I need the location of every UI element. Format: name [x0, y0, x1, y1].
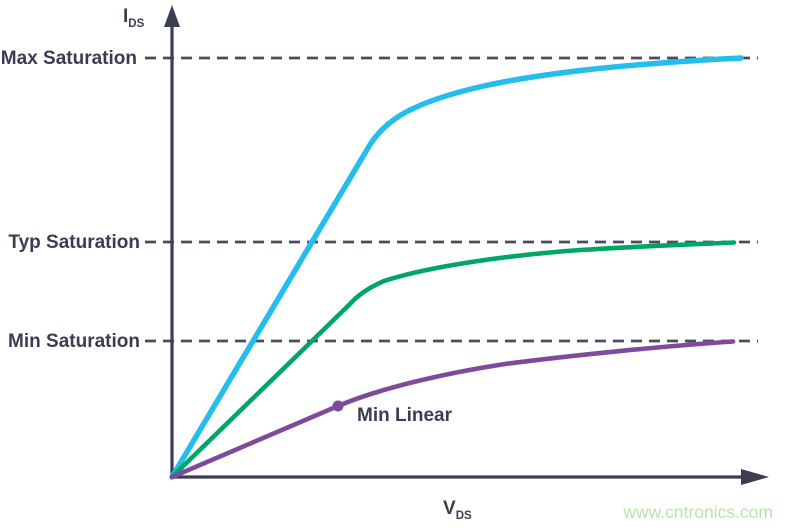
min-linear-point [332, 400, 344, 412]
y-axis-arrowhead [164, 5, 180, 27]
min-saturation-label: Min Saturation [8, 331, 140, 352]
max-saturation-label: Max Saturation [1, 48, 137, 69]
max-saturation-curve [169, 55, 744, 480]
x-axis-arrowhead [741, 469, 769, 485]
y-axis-label-subscript: DS [128, 18, 144, 30]
typ-saturation-label: Typ Saturation [8, 232, 140, 253]
min-saturation-curve [169, 339, 736, 480]
y-axis-label: IDS [123, 6, 145, 30]
x-axis-label-main: V [443, 498, 456, 519]
watermark: www.cntronics.com [622, 502, 773, 522]
x-axis-label-subscript: DS [456, 510, 472, 522]
min-linear-label: Min Linear [357, 405, 453, 426]
x-axis-label: VDS [443, 498, 472, 522]
typ-saturation-curve [169, 240, 737, 480]
y-axis-label-main: I [123, 6, 128, 27]
